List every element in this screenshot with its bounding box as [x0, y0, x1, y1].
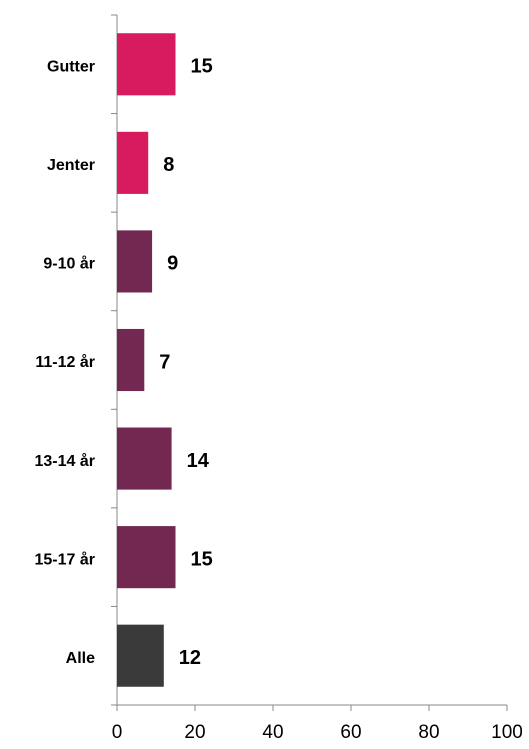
value-label: 7: [159, 351, 170, 373]
y-tick-label: 9-10 år: [43, 255, 95, 273]
value-label: 8: [163, 154, 174, 176]
y-tick-label: Alle: [66, 650, 95, 667]
value-label: 14: [187, 450, 210, 472]
x-tick-label: 20: [184, 722, 205, 743]
bar: [117, 526, 176, 589]
value-label: 15: [191, 548, 213, 570]
y-tick-label: Jenter: [47, 157, 95, 174]
y-tick-label: 13-14 år: [35, 452, 96, 470]
value-label: 12: [179, 647, 201, 669]
x-tick-label: 100: [491, 722, 523, 743]
value-label: 15: [191, 56, 213, 78]
y-tick-label: Gutter: [47, 59, 95, 76]
x-tick-label: 0: [112, 722, 123, 743]
x-tick-label: 80: [418, 722, 439, 743]
bar: [117, 33, 176, 96]
x-tick-label: 60: [340, 722, 361, 743]
y-tick-label: 11-12 år: [35, 353, 95, 371]
x-tick-label: 40: [262, 722, 283, 743]
value-label: 9: [167, 253, 178, 275]
bar: [117, 131, 149, 194]
bar: [117, 328, 145, 392]
y-tick-label: 15-17 år: [35, 550, 96, 568]
bar: [117, 427, 172, 490]
bar: [117, 230, 153, 293]
bar: [117, 624, 164, 687]
